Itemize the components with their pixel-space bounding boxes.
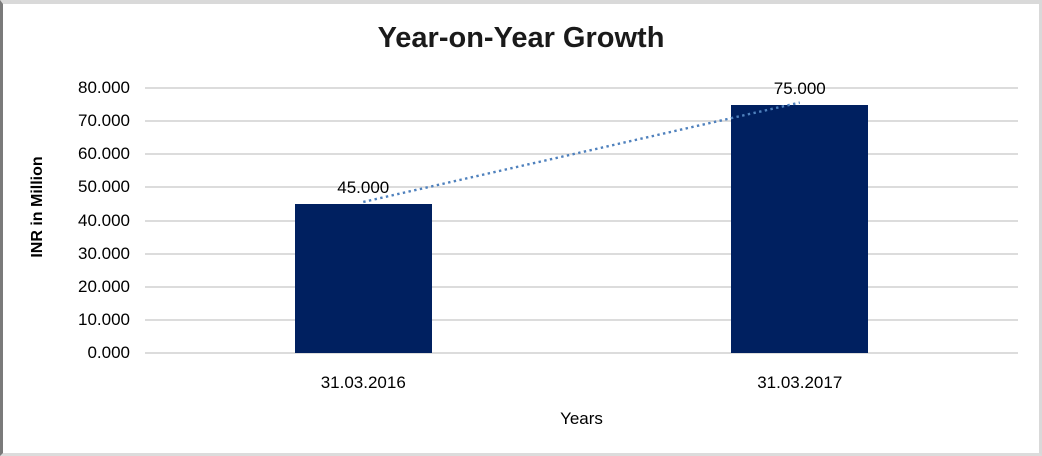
bar: [731, 104, 869, 353]
data-label: 75.000: [773, 78, 826, 98]
y-tick-label: 20.000: [78, 276, 130, 296]
gridline: [145, 352, 1018, 354]
y-tick-label: 60.000: [78, 144, 130, 164]
y-tick-label: 10.000: [78, 309, 130, 329]
data-label: 45.000: [337, 177, 390, 197]
y-tick-label: 30.000: [78, 243, 130, 263]
trendline: [362, 101, 801, 204]
x-tick-label: 31.03.2017: [757, 373, 843, 392]
gridline: [145, 318, 1018, 321]
y-tick-label: 40.000: [78, 210, 130, 230]
gridline: [145, 219, 1018, 222]
x-tick-label: 31.03.2016: [320, 373, 406, 392]
y-tick-label: 70.000: [78, 111, 130, 131]
gridline: [145, 153, 1018, 156]
y-tick-label: 80.000: [78, 78, 130, 97]
gridline: [145, 252, 1018, 255]
gridline: [145, 120, 1018, 123]
gridline: [145, 186, 1018, 189]
gridline: [145, 285, 1018, 288]
x-axis-title: Years: [560, 409, 603, 428]
bar: [294, 203, 432, 353]
gridline: [145, 87, 1018, 89]
y-tick-label: 50.000: [78, 177, 130, 197]
chart-title: Year-on-Year Growth: [377, 22, 665, 54]
y-tick-label: 0.000: [87, 343, 130, 362]
